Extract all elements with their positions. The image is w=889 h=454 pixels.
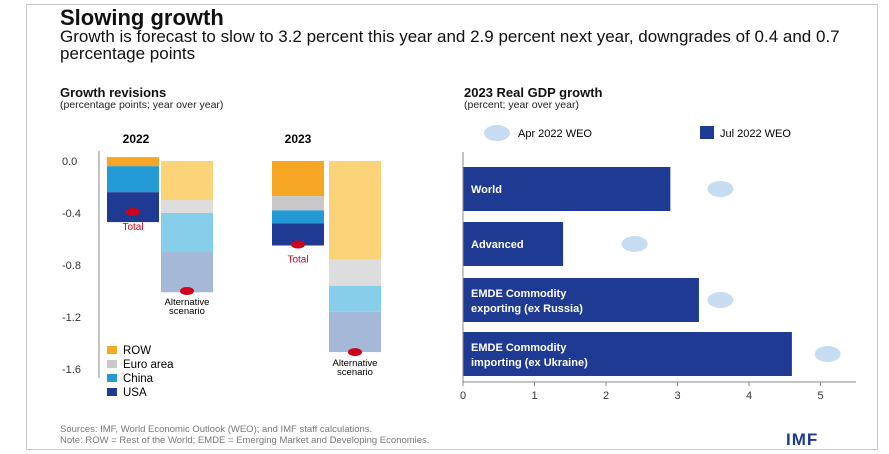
alt-bar-segment — [161, 252, 213, 293]
legend-label: USA — [123, 387, 147, 399]
x-tick-label: 4 — [746, 390, 752, 402]
gdp-bar — [463, 278, 699, 322]
bar-segment — [272, 196, 324, 211]
gdp-bar — [463, 332, 792, 376]
legend-label: ROW — [123, 345, 151, 357]
alternative-label-line: scenario — [337, 367, 373, 378]
legend-label: Euro area — [123, 359, 174, 371]
bar-segment — [272, 161, 324, 197]
alternative-marker — [348, 348, 362, 357]
gdp-bar — [463, 167, 671, 211]
y-tick-label: -1.6 — [62, 364, 81, 376]
alt-bar-segment — [329, 285, 381, 312]
apr-marker — [621, 236, 648, 252]
bar-category-label: exporting (ex Russia) — [471, 303, 583, 315]
bar-category-label: Advanced — [471, 239, 524, 251]
legend-swatch — [107, 374, 117, 382]
legend-swatch — [107, 388, 117, 396]
alt-bar-segment — [161, 200, 213, 213]
legend-label: Apr 2022 WEO — [518, 128, 592, 140]
alternative-marker — [180, 287, 194, 295]
group-label: 2023 — [285, 132, 312, 146]
right-panel-title: 2023 Real GDP growth — [464, 85, 603, 100]
total-label: Total — [122, 222, 143, 233]
footer-note: Note: ROW = Rest of the World; EMDE = Em… — [60, 435, 430, 446]
left-panel-title: Growth revisions — [60, 85, 167, 100]
bar-category-label: World — [471, 184, 502, 196]
alt-bar-segment — [329, 161, 381, 260]
alt-bar-segment — [329, 311, 381, 353]
apr-marker — [707, 292, 734, 308]
total-marker — [126, 208, 140, 216]
alt-bar-segment — [161, 161, 213, 200]
bar-segment — [107, 157, 159, 161]
group-label: 2022 — [123, 132, 150, 146]
right-panel-subtitle: (percent; year over year) — [464, 99, 579, 111]
alternative-label-line: Alternative — [333, 358, 378, 369]
x-tick-label: 2 — [603, 390, 609, 402]
legend-label: China — [123, 373, 154, 385]
x-tick-label: 3 — [674, 390, 680, 402]
bar-segment — [107, 192, 159, 223]
bar-category-label: EMDE Commodity — [471, 342, 567, 354]
alt-bar-segment — [329, 259, 381, 286]
footer-sources: Sources: IMF, World Economic Outlook (WE… — [60, 424, 373, 435]
y-tick-label: 0.0 — [62, 156, 77, 168]
alt-bar-segment — [161, 213, 213, 252]
legend-swatch — [107, 360, 117, 368]
alternative-label-line: Alternative — [165, 297, 210, 308]
total-marker — [291, 240, 305, 249]
total-label: Total — [287, 255, 308, 266]
apr-marker — [707, 181, 734, 197]
y-tick-label: -0.8 — [62, 260, 81, 272]
chart-subtitle: Growth is forecast to slow to 3.2 percen… — [60, 27, 840, 63]
y-tick-label: -0.4 — [62, 208, 81, 220]
bar-segment — [107, 161, 159, 167]
legend-label: Jul 2022 WEO — [720, 128, 791, 140]
imf-logo: IMF — [786, 430, 819, 449]
x-tick-label: 1 — [531, 390, 537, 402]
bar-segment — [107, 166, 159, 193]
bar-category-label: importing (ex Ukraine) — [471, 357, 588, 369]
y-tick-label: -1.2 — [62, 312, 81, 324]
x-tick-label: 5 — [817, 390, 823, 402]
bar-category-label: EMDE Commodity — [471, 288, 567, 300]
x-tick-label: 0 — [460, 390, 466, 402]
gdp-bar — [463, 222, 564, 266]
legend-swatch — [107, 346, 117, 354]
apr-marker — [814, 346, 841, 362]
legend-marker-apr — [484, 125, 510, 141]
bar-segment — [272, 210, 324, 224]
alternative-label-line: scenario — [169, 306, 205, 317]
chart-title: Slowing growth — [60, 5, 224, 30]
left-panel-subtitle: (percentage points; year over year) — [60, 99, 224, 111]
legend-swatch-jul — [700, 126, 714, 139]
bar-segment — [272, 223, 324, 246]
